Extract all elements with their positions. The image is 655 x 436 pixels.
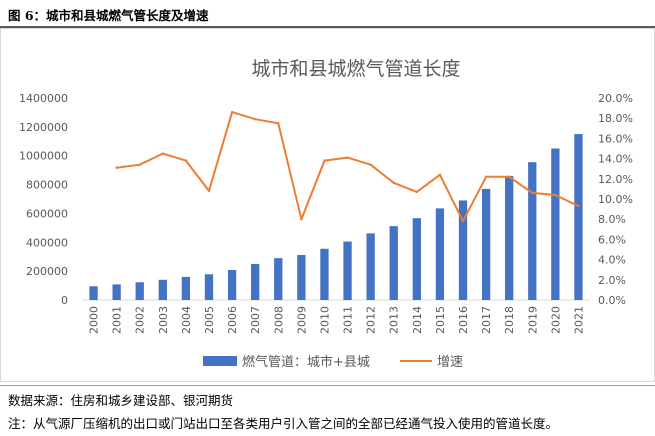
bar (135, 282, 144, 300)
growth-point (507, 175, 511, 178)
x-tick-label: 2012 (365, 306, 378, 334)
chart-svg: 城市和县城燃气管道长度 0 200000 400000 600000 800000 1000… (0, 28, 655, 382)
growth-point (115, 166, 118, 169)
legend-bar-label: 燃气管道：城市+县城 (242, 354, 370, 370)
growth-point (484, 175, 488, 178)
legend-line-label: 增速 (437, 355, 463, 370)
bar (343, 241, 352, 300)
growth-point (138, 163, 141, 166)
y-right-tick-label: 12.0% (598, 173, 633, 186)
x-tick-label: 2002 (134, 306, 147, 334)
bar (251, 263, 260, 300)
bar (320, 248, 329, 300)
bar (458, 200, 468, 300)
growth-point (277, 122, 280, 125)
bar (204, 274, 214, 300)
y-right-tick-label: 20.0% (598, 92, 633, 105)
bar (528, 162, 537, 300)
figure-caption: 图 6：城市和县城燃气管长度及增速 (8, 8, 209, 23)
x-tick-label: 2004 (180, 306, 193, 334)
definition-note: 注：从气源厂压缩机的出口或门站出口至各类用户引入管之间的全部已经通气投入使用的管… (8, 416, 559, 431)
x-tick-label: 2014 (411, 306, 424, 334)
growth-point (461, 220, 465, 223)
bottom-rule (0, 385, 655, 386)
y-right-tick-label: 14.0% (598, 153, 633, 166)
growth-point (230, 110, 234, 114)
y-left-tick-label: 0 (61, 294, 68, 307)
y-left-tick-label: 1000000 (19, 150, 68, 163)
bar (297, 254, 306, 300)
bar (574, 134, 583, 300)
y-right-tick-label: 4.0% (598, 254, 626, 267)
bar (366, 233, 375, 300)
y-right-tick-label: 6.0% (598, 233, 626, 246)
x-tick-label: 2016 (457, 306, 470, 334)
bar (481, 188, 491, 300)
y-right-tick-label: 0.0% (598, 294, 626, 307)
x-tick-label: 2017 (480, 306, 493, 334)
growth-point (300, 218, 303, 221)
chart-title: 城市和县城燃气管道长度 (251, 58, 460, 80)
growth-point (438, 173, 442, 176)
y-left-tick-label: 1200000 (19, 121, 68, 134)
growth-point (369, 163, 372, 166)
x-tick-label: 2000 (88, 306, 101, 334)
x-tick-label: 2009 (295, 306, 308, 334)
growth-point (184, 159, 188, 162)
x-tick-label: 2019 (526, 306, 539, 334)
y-left-tick-label: 1400000 (19, 92, 68, 105)
y-left-tick-label: 800000 (26, 179, 68, 192)
legend-bar-swatch (203, 356, 237, 366)
top-rule (0, 26, 655, 28)
bar (505, 175, 514, 300)
growth-point (346, 156, 349, 159)
growth-point (207, 189, 211, 193)
bar (435, 208, 445, 300)
x-tick-label: 2005 (203, 306, 216, 334)
bar (89, 286, 98, 300)
bar (181, 276, 191, 300)
x-tick-label: 2020 (549, 306, 562, 334)
chart-container: 城市和县城燃气管道长度 0 200000 400000 600000 800000 1000… (0, 28, 655, 382)
growth-point (253, 118, 257, 121)
x-tick-label: 2003 (157, 306, 170, 334)
growth-point (323, 159, 326, 162)
y-left-tick-label: 400000 (26, 236, 68, 249)
x-tick-label: 2010 (318, 306, 331, 334)
bar (158, 279, 167, 300)
bar (227, 269, 237, 300)
x-tick-label: 2007 (249, 306, 262, 334)
x-tick-label: 2011 (342, 306, 355, 334)
y-left-tick-label: 600000 (26, 207, 68, 220)
y-right-tick-label: 8.0% (598, 213, 626, 226)
growth-point (554, 193, 557, 197)
bar (112, 284, 121, 300)
x-tick-label: 2015 (434, 306, 447, 334)
bar (412, 218, 421, 300)
growth-point (415, 190, 419, 194)
growth-point (577, 204, 580, 208)
growth-point (531, 191, 534, 195)
source-note: 数据来源：住房和城乡建设部、银河期货 (8, 393, 234, 408)
growth-point (392, 181, 395, 185)
y-right-tick-label: 16.0% (598, 132, 633, 145)
y-right-tick-label: 18.0% (598, 112, 633, 125)
y-left-tick-label: 200000 (26, 265, 68, 278)
x-tick-label: 2008 (272, 306, 285, 334)
x-tick-label: 2021 (572, 306, 585, 334)
bar (274, 258, 283, 300)
bar (389, 226, 398, 300)
x-tick-label: 2001 (111, 306, 124, 334)
y-right-tick-label: 10.0% (598, 193, 633, 206)
x-tick-label: 2018 (503, 306, 516, 334)
x-tick-label: 2006 (226, 306, 239, 334)
growth-point (161, 152, 165, 155)
y-right-tick-label: 2.0% (598, 274, 626, 287)
bar (551, 148, 560, 300)
x-tick-label: 2013 (388, 306, 401, 334)
